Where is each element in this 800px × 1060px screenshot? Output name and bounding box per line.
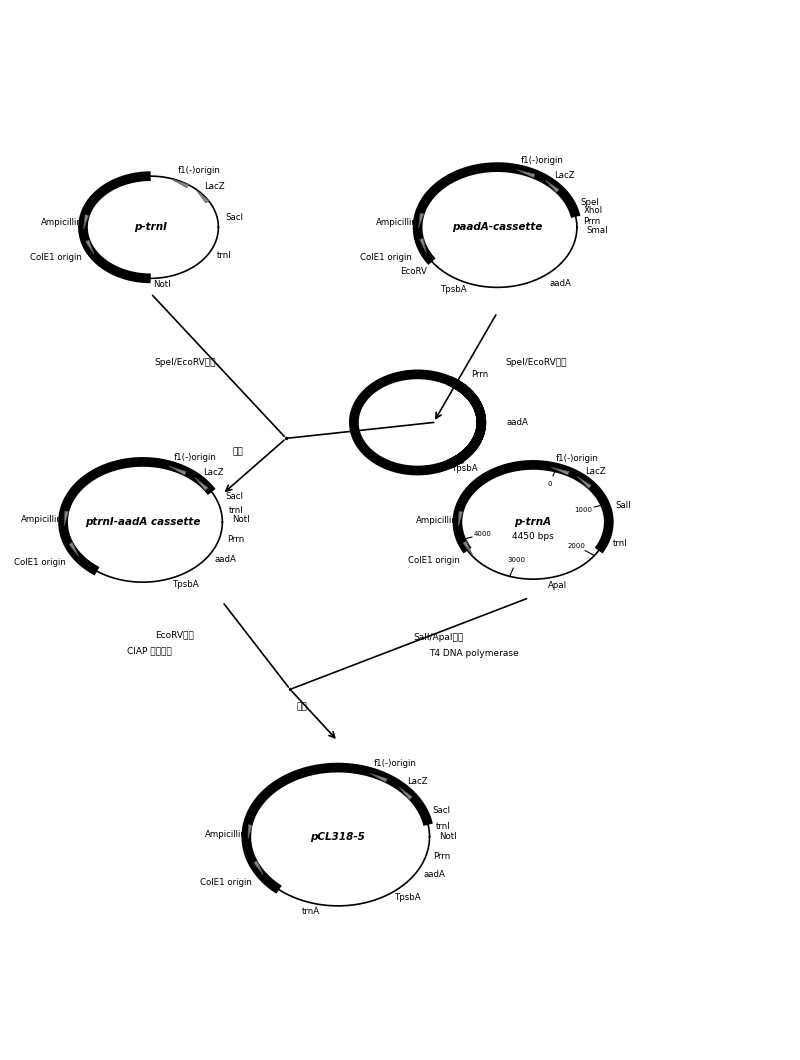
Text: NotI: NotI <box>232 515 250 525</box>
Text: Prrn: Prrn <box>583 217 600 226</box>
Text: LacZ: LacZ <box>203 469 224 477</box>
Text: Prrn: Prrn <box>434 851 450 861</box>
Text: aadA: aadA <box>550 280 572 288</box>
Text: Ampicillin: Ampicillin <box>376 217 418 227</box>
Text: LacZ: LacZ <box>204 182 225 191</box>
Polygon shape <box>463 542 473 555</box>
Polygon shape <box>86 240 94 254</box>
Text: 4450 bps: 4450 bps <box>512 532 554 541</box>
Text: Ampicillin: Ampicillin <box>205 830 246 838</box>
Text: 连接: 连接 <box>297 703 307 711</box>
Text: 连接: 连接 <box>233 447 244 457</box>
Text: SacI: SacI <box>226 213 243 222</box>
Text: f1(-)origin: f1(-)origin <box>174 453 217 461</box>
Text: Ampicillin: Ampicillin <box>42 218 83 227</box>
Text: 4000: 4000 <box>474 531 492 537</box>
Text: aadA: aadA <box>507 418 529 427</box>
Text: trnI: trnI <box>436 822 450 831</box>
Polygon shape <box>64 511 68 526</box>
Text: SacI: SacI <box>433 807 450 815</box>
Text: LacZ: LacZ <box>554 171 575 180</box>
Polygon shape <box>420 238 426 252</box>
Text: LacZ: LacZ <box>586 467 606 476</box>
Text: ColE1 origin: ColE1 origin <box>14 559 66 567</box>
Polygon shape <box>551 467 569 475</box>
Text: SpeI/EcoRV酶切: SpeI/EcoRV酶切 <box>154 358 216 367</box>
Text: pCL318-5: pCL318-5 <box>310 832 366 842</box>
Text: f1(-)origin: f1(-)origin <box>178 166 221 175</box>
Text: Prrn: Prrn <box>471 370 488 379</box>
Text: TpsbA: TpsbA <box>394 894 422 902</box>
Text: LacZ: LacZ <box>406 777 427 785</box>
Text: TpsbA: TpsbA <box>441 285 467 294</box>
Text: f1(-)origin: f1(-)origin <box>374 759 416 767</box>
Polygon shape <box>370 773 387 782</box>
Text: EcoRV酶切: EcoRV酶切 <box>154 631 194 639</box>
Text: f1(-)origin: f1(-)origin <box>521 156 564 165</box>
Text: paadA-cassette: paadA-cassette <box>452 223 542 232</box>
Text: XhoI: XhoI <box>584 207 603 215</box>
Polygon shape <box>83 215 89 229</box>
Text: 0: 0 <box>547 481 552 487</box>
Text: SalI/ApaI酶切: SalI/ApaI酶切 <box>414 633 464 642</box>
Text: aadA: aadA <box>424 869 446 879</box>
Text: trnI: trnI <box>216 251 231 261</box>
Text: trnI: trnI <box>613 540 627 548</box>
Polygon shape <box>517 170 535 178</box>
Text: ColE1 origin: ColE1 origin <box>360 252 412 262</box>
Polygon shape <box>545 180 559 192</box>
Polygon shape <box>194 478 208 491</box>
Polygon shape <box>418 213 424 228</box>
Polygon shape <box>196 190 209 204</box>
Text: SacI: SacI <box>226 492 243 501</box>
Text: ptrnI-aadA cassette: ptrnI-aadA cassette <box>85 517 201 527</box>
Text: ApaI: ApaI <box>548 581 567 589</box>
Text: ColE1 origin: ColE1 origin <box>408 556 460 565</box>
Polygon shape <box>399 787 412 799</box>
Text: SalI: SalI <box>615 501 630 510</box>
Text: 3000: 3000 <box>508 558 526 563</box>
Polygon shape <box>577 476 591 489</box>
Text: trnA: trnA <box>302 907 321 916</box>
Polygon shape <box>169 466 186 475</box>
Text: Ampicillin: Ampicillin <box>22 515 63 525</box>
Text: EcoRV: EcoRV <box>400 267 427 277</box>
Text: p-trnA: p-trnA <box>514 517 552 527</box>
Text: T4 DNA polymerase: T4 DNA polymerase <box>430 649 519 658</box>
Text: 1000: 1000 <box>574 507 593 513</box>
Text: Prrn: Prrn <box>227 534 245 544</box>
Text: SpeI/EcoRV酶切: SpeI/EcoRV酶切 <box>506 358 566 367</box>
Text: trnI: trnI <box>229 506 244 515</box>
Text: f1(-)origin: f1(-)origin <box>556 454 598 463</box>
Text: ColE1 origin: ColE1 origin <box>200 878 252 887</box>
Text: NotI: NotI <box>438 832 456 842</box>
Text: CIAP 去磷酸化: CIAP 去磷酸化 <box>126 647 171 655</box>
Polygon shape <box>69 543 78 556</box>
Polygon shape <box>248 825 252 840</box>
Polygon shape <box>458 511 462 526</box>
Text: NotI: NotI <box>154 280 171 289</box>
Text: aadA: aadA <box>214 555 236 565</box>
Text: Ampicillin: Ampicillin <box>415 515 458 525</box>
Text: TpsbA: TpsbA <box>173 580 199 588</box>
Text: TpsbA: TpsbA <box>452 464 478 473</box>
Polygon shape <box>254 861 263 874</box>
Text: ColE1 origin: ColE1 origin <box>30 253 82 262</box>
Text: 2000: 2000 <box>567 543 585 548</box>
Text: SmaI: SmaI <box>586 226 608 235</box>
Polygon shape <box>171 179 188 188</box>
Text: SpeI: SpeI <box>580 197 599 207</box>
Text: p-trnI: p-trnI <box>134 223 167 232</box>
